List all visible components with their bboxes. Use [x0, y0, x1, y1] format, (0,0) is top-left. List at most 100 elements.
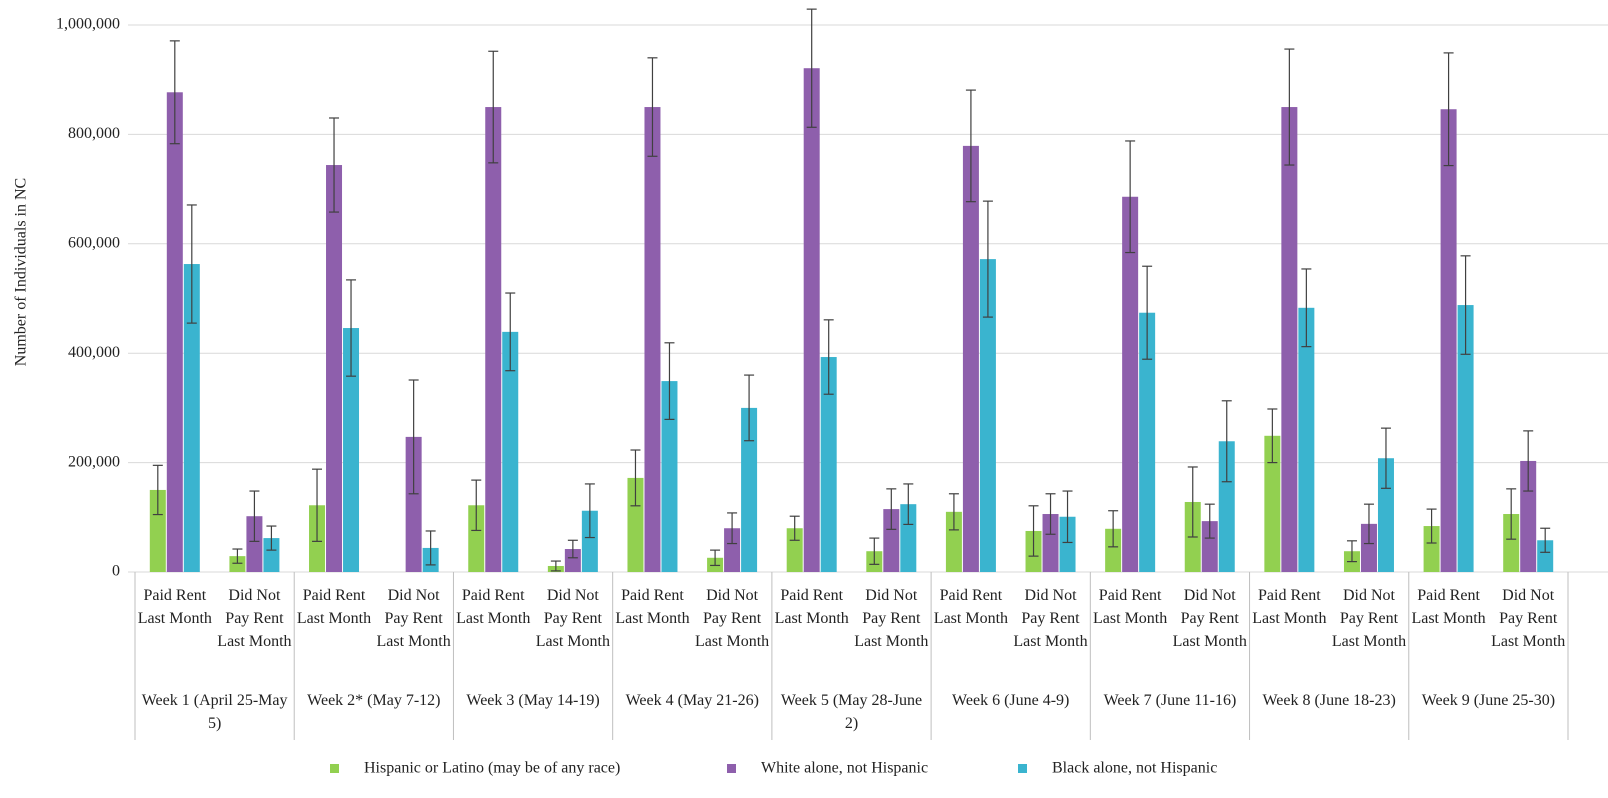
bar [1520, 460, 1537, 572]
bar [1298, 307, 1315, 572]
x-tick-label: Paid Rent Last Month [933, 587, 1009, 627]
error-bar [471, 479, 482, 532]
y-tick-label: 600,000 [68, 234, 120, 251]
error-bar [789, 515, 800, 541]
error-bar [1426, 508, 1437, 544]
error-bar [249, 490, 260, 542]
error-bar [982, 200, 993, 318]
bar [1281, 107, 1298, 573]
bar [786, 528, 803, 572]
error-bar [710, 549, 721, 567]
legend-swatch [1018, 764, 1027, 773]
bar [741, 407, 758, 572]
error-bar [169, 40, 180, 145]
error-bar [727, 512, 738, 545]
bar [627, 477, 644, 572]
error-bar [1062, 490, 1073, 544]
bar [468, 505, 485, 572]
x-tick-label: Did Not Pay Rent Last Month [376, 587, 451, 650]
error-bar [1380, 427, 1391, 489]
error-bar [744, 374, 755, 442]
bar [962, 145, 979, 572]
x-tick-label: Did Not Pay Rent Last Month [1013, 587, 1088, 650]
bar [485, 107, 502, 573]
error-bar [1125, 140, 1136, 254]
error-bar [1363, 503, 1374, 545]
group-label: Week 6 (June 4-9) [952, 692, 1070, 709]
x-tick-label: Paid Rent Last Month [1093, 587, 1168, 627]
bar [1105, 528, 1122, 572]
bar [502, 331, 519, 572]
error-bar [1506, 488, 1517, 540]
bar [1122, 196, 1139, 572]
x-tick-label: Did Not Pay Rent Last Month [535, 587, 610, 650]
error-bar [346, 279, 357, 377]
error-bar [329, 117, 340, 213]
x-tick-label: Did Not Pay Rent Last Month [694, 587, 770, 650]
error-bar [903, 483, 914, 526]
x-tick-label: Paid Rent Last Month [456, 587, 531, 627]
bar [883, 509, 900, 572]
error-bar [1443, 52, 1454, 167]
x-tick-label: Did Not Pay Rent Last Month [217, 587, 292, 650]
group-label: Week 5 (May 28-June 2) [780, 692, 923, 732]
bar [1059, 516, 1076, 572]
legend-swatch [727, 764, 736, 773]
error-bar [886, 488, 897, 530]
bar [166, 92, 183, 572]
group-label: Week 9 (June 25-30) [1421, 692, 1556, 709]
y-tick-label: 800,000 [68, 125, 120, 142]
bar [564, 549, 581, 572]
bar [183, 264, 200, 572]
bar [1377, 458, 1394, 572]
bar [405, 436, 422, 572]
error-bar [1142, 265, 1153, 360]
x-tick-label: Did Not Pay Rent Last Month [1172, 587, 1247, 650]
x-tick-label: Paid Rent Last Month [1411, 587, 1486, 627]
x-tick-label: Paid Rent Last Month [296, 587, 372, 627]
bar [246, 516, 263, 572]
bar [820, 357, 837, 572]
bar [644, 107, 661, 573]
error-bar [664, 342, 675, 420]
error-bar [948, 493, 959, 531]
error-bar [1108, 510, 1119, 548]
error-bar [1187, 466, 1198, 538]
error-bar [1460, 255, 1471, 355]
error-bar [1523, 430, 1534, 492]
error-bar [1301, 268, 1312, 348]
error-bar [1221, 400, 1232, 483]
bar [1042, 514, 1059, 572]
bar [1503, 514, 1520, 572]
error-bar [152, 464, 163, 516]
y-tick-label: 0 [112, 563, 120, 580]
y-tick-label: 200,000 [68, 453, 120, 470]
bar [326, 165, 343, 573]
bar [1218, 441, 1235, 572]
error-bar [806, 8, 817, 128]
x-tick-label: Paid Rent Last Month [615, 587, 690, 627]
x-tick-label: Did Not Pay Rent Last Month [1331, 587, 1407, 650]
group-label: Week 7 (June 11-16) [1103, 692, 1237, 709]
bar [724, 528, 741, 572]
group-label: Week 3 (May 14-19) [466, 692, 600, 709]
error-bar [232, 548, 243, 564]
error-bar [1204, 503, 1215, 539]
bar [263, 538, 280, 572]
bar [1264, 435, 1281, 572]
error-bar [186, 204, 197, 324]
x-tick-label: Did Not Pay Rent Last Month [854, 587, 929, 650]
bar [900, 504, 917, 572]
error-bar [1267, 408, 1278, 464]
error-bar [550, 560, 561, 572]
group-label: Week 1 (April 25-May 5) [141, 692, 288, 732]
error-bar [1045, 493, 1056, 535]
error-bar [266, 525, 277, 551]
error-bar [630, 449, 641, 507]
error-bar [488, 50, 499, 164]
bar [229, 556, 246, 572]
bar [1457, 305, 1474, 572]
bar [1360, 523, 1377, 572]
